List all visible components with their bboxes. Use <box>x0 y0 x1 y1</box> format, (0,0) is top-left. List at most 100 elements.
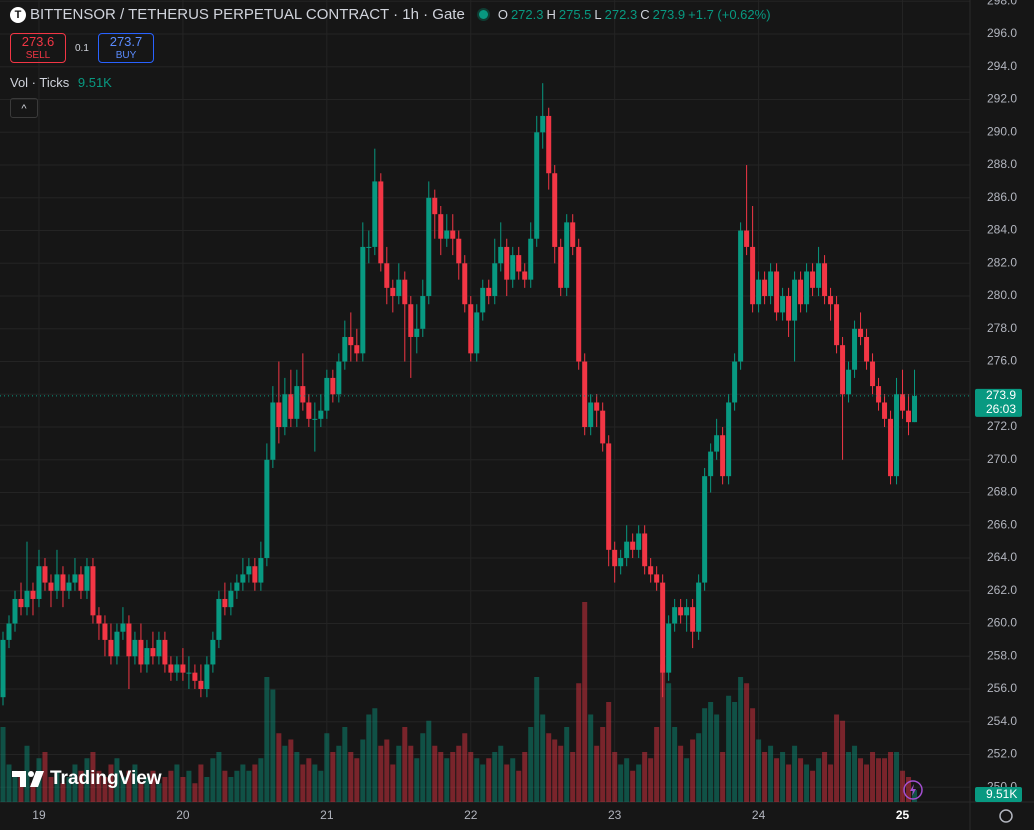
x-tick-label: 24 <box>752 808 766 822</box>
volume-bar <box>618 764 624 802</box>
volume-bar <box>468 752 474 802</box>
candle-body <box>552 173 558 247</box>
volume-bar <box>192 783 198 802</box>
candle-body <box>96 615 102 624</box>
volume-bar <box>456 745 462 802</box>
volume-bar <box>720 752 726 802</box>
volume-bar <box>342 727 348 802</box>
y-tick-label: 296.0 <box>987 26 1017 40</box>
volume-bar <box>570 752 576 802</box>
volume-bar <box>906 777 912 802</box>
volume-bar <box>300 764 306 802</box>
volume-bar <box>390 764 396 802</box>
ohlc-value: 273.9 <box>652 7 686 22</box>
volume-bar <box>150 770 156 802</box>
countdown: 26:03 <box>986 402 1016 416</box>
volume-bar <box>228 777 234 802</box>
volume-bar <box>258 758 264 802</box>
candle-body <box>42 566 48 583</box>
candle-body <box>180 664 186 673</box>
volume-bar <box>828 764 834 802</box>
candle-body <box>888 418 894 477</box>
volume-bar <box>324 733 330 802</box>
volume-bar <box>540 714 546 802</box>
candle-body <box>78 574 84 591</box>
volume-bar <box>696 733 702 802</box>
candle-body <box>222 598 228 608</box>
volume-bar <box>84 758 90 802</box>
collapse-button[interactable]: ^ <box>10 98 38 118</box>
candle-body <box>684 607 690 616</box>
candle-body <box>420 296 426 329</box>
volume-bar <box>366 714 372 802</box>
candle-body <box>312 418 318 420</box>
buy-button[interactable]: 273.7 BUY <box>98 33 154 63</box>
candle-body <box>90 566 96 616</box>
candle-body <box>390 287 396 297</box>
candle-body <box>156 639 162 657</box>
volume-bar <box>498 745 504 802</box>
volume-bar <box>444 758 450 802</box>
volume-bar <box>312 764 318 802</box>
candle-body <box>30 590 36 599</box>
y-tick-label: 256.0 <box>987 681 1017 695</box>
volume-bar <box>792 745 798 802</box>
candle-body <box>840 345 846 395</box>
volume-bar <box>546 733 552 802</box>
volume-bar <box>660 664 666 802</box>
volume-bar <box>486 758 492 802</box>
volume-bar <box>732 702 738 802</box>
candle-body <box>786 296 792 321</box>
volume-bar <box>684 758 690 802</box>
y-tick-label: 258.0 <box>987 648 1017 662</box>
volume-value: 9.51K <box>77 75 112 90</box>
y-tick-label: 254.0 <box>987 714 1017 728</box>
x-tick-label: 22 <box>464 808 478 822</box>
candle-body <box>108 639 114 657</box>
volume-bar <box>24 745 30 802</box>
candle-body <box>102 623 108 640</box>
candle-body <box>570 222 576 247</box>
x-tick-label: 23 <box>608 808 622 822</box>
volume-bar <box>810 770 816 802</box>
volume-bar <box>672 727 678 802</box>
candle-body <box>174 664 180 673</box>
price-tag-value: 273.9 <box>986 388 1016 402</box>
candle-body <box>870 361 876 387</box>
candle-body <box>258 558 264 583</box>
volume-bar <box>834 714 840 802</box>
candle-body <box>186 672 192 674</box>
volume-tag-value: 9.51K <box>986 787 1017 801</box>
volume-bar <box>786 764 792 802</box>
candle-body <box>660 582 666 673</box>
volume-bar <box>612 752 618 802</box>
volume-bar <box>522 752 528 802</box>
candle-body <box>378 181 384 264</box>
volume-bar <box>318 770 324 802</box>
sell-label: SELL <box>25 50 51 61</box>
sell-button[interactable]: 273.6 SELL <box>10 33 66 63</box>
brand: TradingView <box>12 768 162 790</box>
candle-body <box>576 246 582 362</box>
candle-body <box>60 574 66 591</box>
candle-body <box>426 197 432 297</box>
symbol-logo: T <box>10 6 26 23</box>
volume-bar <box>558 745 564 802</box>
candle-body <box>408 304 414 337</box>
volume-bar <box>48 777 54 802</box>
volume-bar <box>90 752 96 802</box>
volume-bar <box>762 752 768 802</box>
volume-bar <box>648 758 654 802</box>
candle-body <box>804 271 810 305</box>
volume-bar <box>156 783 162 802</box>
volume-bar <box>420 733 426 802</box>
y-tick-label: 286.0 <box>987 190 1017 204</box>
volume-bar <box>180 777 186 802</box>
candle-body <box>288 394 294 419</box>
candle-body <box>846 369 852 395</box>
candle-body <box>726 402 732 477</box>
candle-body <box>12 598 18 624</box>
volume-bar <box>678 745 684 802</box>
volume-bar <box>576 683 582 802</box>
volume-bar <box>708 702 714 802</box>
